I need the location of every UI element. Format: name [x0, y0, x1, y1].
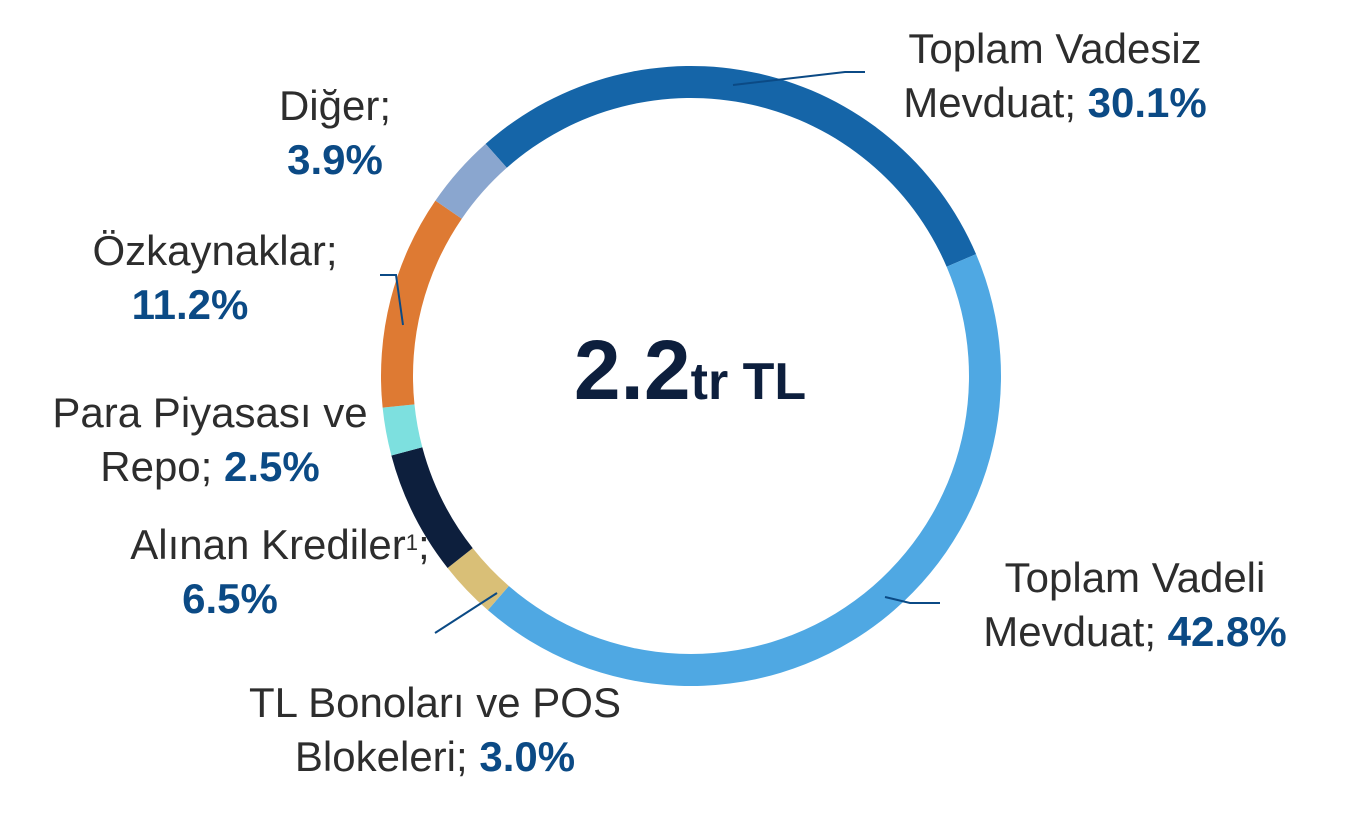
donut-slices: [381, 66, 1001, 686]
label-bonolar: TL Bonoları ve POS Blokeleri; 3.0%: [215, 676, 655, 784]
label-ozkaynaklar-line2-row: 11.2%: [45, 278, 385, 332]
label-diger-line2-row: 3.9%: [235, 133, 435, 187]
label-krediler-pct: 6.5%: [182, 575, 278, 622]
label-diger-line1: Diğer;: [278, 82, 392, 129]
label-ozkaynaklar-line1: Özkaynaklar;: [92, 227, 338, 274]
label-vadeli-line2-row: Mevduat; 42.8%: [930, 605, 1340, 659]
donut-slice-2: [487, 254, 1001, 686]
label-bonolar-pct: 3.0%: [479, 733, 576, 780]
donut-slice-4: [391, 447, 473, 568]
label-diger-pct: 3.9%: [287, 136, 383, 183]
label-diger: Diğer; 3.9%: [235, 79, 435, 187]
donut-slice-6: [381, 200, 462, 408]
label-vadeli-line1: Toplam Vadeli: [1004, 554, 1266, 601]
label-repo: Para Piyasası ve Repo; 2.5%: [20, 386, 400, 494]
label-vadesiz-pct: 30.1%: [1087, 79, 1207, 126]
label-krediler-footnote: 1: [405, 530, 419, 555]
label-repo-line2-row: Repo; 2.5%: [20, 440, 400, 494]
leader-line-ozkaynaklar: [380, 274, 404, 326]
label-vadeli: Toplam Vadeli Mevduat; 42.8%: [930, 551, 1340, 659]
label-vadesiz-line2: Mevduat;: [903, 79, 1076, 126]
label-krediler-line1: Alınan Krediler: [130, 521, 406, 568]
center-total-unit: tr TL: [690, 353, 807, 411]
label-ozkaynaklar: Özkaynaklar; 11.2%: [45, 224, 385, 332]
leader-lines: [380, 71, 940, 634]
donut-slice-5: [382, 404, 423, 456]
label-repo-line2: Repo;: [100, 443, 213, 490]
donut-slice-1: [485, 66, 977, 267]
label-vadeli-pct: 42.8%: [1167, 608, 1287, 655]
label-vadesiz-line2-row: Mevduat; 30.1%: [840, 76, 1270, 130]
label-vadesiz-line1: Toplam Vadesiz: [908, 25, 1202, 72]
leader-line-vadesiz: [732, 71, 865, 86]
leader-line-vadeli: [884, 596, 940, 604]
center-total: 2.2tr TL: [440, 322, 940, 419]
label-krediler-line1-row: Alınan Krediler1;: [90, 518, 470, 572]
label-bonolar-line1: TL Bonoları ve POS: [249, 679, 621, 726]
label-vadeli-line2: Mevduat;: [983, 608, 1156, 655]
center-total-value: 2.2: [573, 323, 691, 417]
label-ozkaynaklar-pct: 11.2%: [131, 281, 249, 328]
label-vadesiz: Toplam Vadesiz Mevduat; 30.1%: [840, 22, 1270, 130]
label-repo-line1: Para Piyasası ve: [52, 389, 368, 436]
label-bonolar-line2-row: Blokeleri; 3.0%: [215, 730, 655, 784]
label-krediler-sep: ;: [418, 521, 430, 568]
label-krediler: Alınan Krediler1; 6.5%: [90, 518, 470, 626]
donut-slice-7: [435, 143, 507, 219]
leader-line-krediler: [434, 592, 498, 634]
label-bonolar-line2: Blokeleri;: [294, 733, 468, 780]
label-krediler-line2-row: 6.5%: [90, 572, 470, 626]
label-repo-pct: 2.5%: [224, 443, 320, 490]
